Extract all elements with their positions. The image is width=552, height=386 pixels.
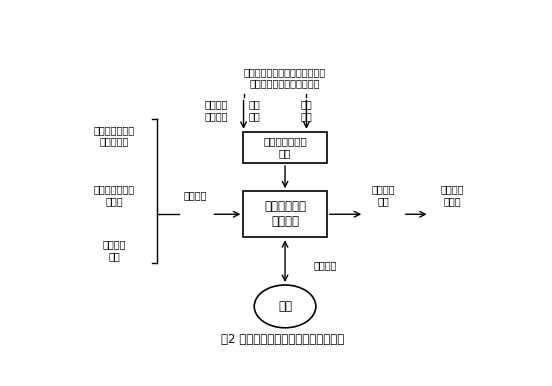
- Text: 设计控制
电路: 设计控制 电路: [102, 239, 126, 261]
- Text: 图2 多信息技术融合下的教学内容设计: 图2 多信息技术融合下的教学内容设计: [221, 333, 344, 345]
- Text: 学生: 学生: [278, 300, 292, 313]
- Text: 编程
软件: 编程 软件: [300, 100, 312, 121]
- Text: 机电传动控制
主要内容: 机电传动控制 主要内容: [264, 200, 306, 228]
- Circle shape: [254, 285, 316, 328]
- Text: 电机的启动、调
速制动过程: 电机的启动、调 速制动过程: [93, 125, 135, 146]
- Text: 仿真软件: 仿真软件: [183, 190, 207, 200]
- FancyBboxPatch shape: [243, 191, 327, 237]
- Text: 视频
软件: 视频 软件: [249, 100, 261, 121]
- FancyBboxPatch shape: [243, 132, 327, 163]
- Text: 企业调研
现场取材: 企业调研 现场取材: [205, 100, 229, 121]
- Text: 网络平台: 网络平台: [314, 260, 337, 270]
- Text: 思维导图
软件: 思维导图 软件: [371, 184, 395, 206]
- Text: 三相桥式全波整
流电路: 三相桥式全波整 流电路: [93, 184, 135, 206]
- Text: 电机及其零部件、电器元器件、
电子元器件加工工艺与装配: 电机及其零部件、电器元器件、 电子元器件加工工艺与装配: [244, 67, 326, 88]
- Text: 电机结构与原理
控制: 电机结构与原理 控制: [263, 137, 307, 158]
- Text: 系统化知
识体系: 系统化知 识体系: [440, 184, 464, 206]
